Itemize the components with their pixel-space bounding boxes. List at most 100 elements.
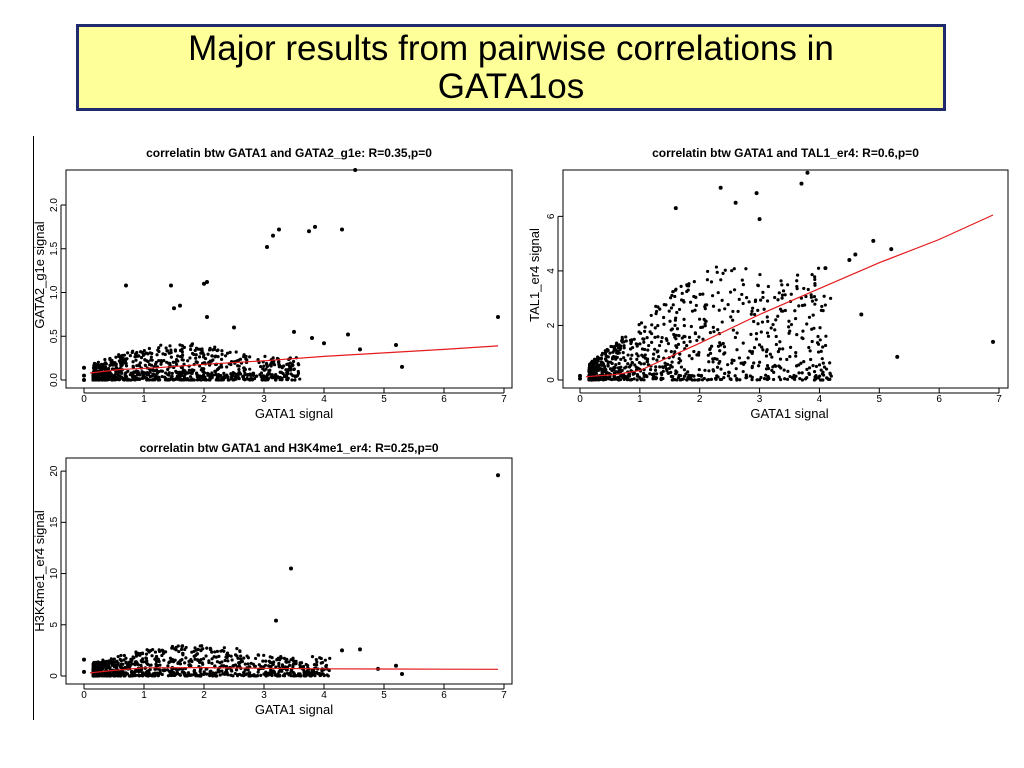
data-point	[776, 349, 780, 354]
data-point	[723, 307, 727, 311]
data-point	[170, 374, 174, 379]
data-point	[223, 658, 227, 663]
data-point	[243, 662, 247, 666]
data-point	[262, 374, 266, 378]
data-point	[637, 323, 641, 327]
data-point	[686, 288, 690, 292]
data-point	[613, 366, 617, 370]
data-point	[756, 364, 761, 368]
data-point	[789, 292, 793, 296]
data-point	[179, 647, 184, 652]
data-point	[154, 374, 158, 378]
data-point	[199, 377, 203, 381]
data-point	[648, 330, 652, 334]
data-point	[600, 367, 605, 371]
data-point	[205, 646, 209, 650]
data-point	[194, 356, 198, 360]
data-point	[202, 670, 206, 674]
data-point	[608, 351, 612, 355]
data-point	[670, 360, 674, 364]
data-point	[139, 356, 144, 360]
x-tick-label: 4	[321, 394, 327, 405]
data-point	[604, 349, 609, 354]
data-point	[655, 372, 659, 376]
data-point	[156, 377, 160, 381]
data-point	[289, 658, 293, 662]
data-point	[282, 374, 286, 379]
data-point	[812, 369, 817, 374]
data-point	[675, 370, 679, 374]
data-point	[617, 343, 621, 347]
data-point	[312, 671, 316, 675]
data-point	[235, 674, 240, 678]
data-point	[135, 350, 139, 355]
x-tick-label: 5	[381, 690, 387, 701]
data-point	[642, 340, 646, 344]
data-point	[92, 365, 96, 369]
data-point	[255, 374, 259, 378]
data-point	[165, 378, 169, 382]
y-tick-label: 0	[546, 377, 557, 383]
data-point	[895, 354, 900, 359]
data-point	[661, 376, 665, 381]
data-point	[729, 315, 733, 319]
data-point	[807, 366, 812, 370]
data-point	[790, 376, 795, 380]
data-point	[193, 657, 197, 661]
data-point	[811, 313, 815, 317]
data-point	[185, 674, 189, 678]
data-point	[889, 247, 894, 252]
data-point	[277, 227, 281, 232]
data-point	[307, 229, 311, 234]
data-point	[708, 351, 713, 355]
data-point	[136, 668, 140, 673]
data-point	[116, 654, 120, 659]
data-point	[153, 650, 158, 654]
data-point	[823, 303, 827, 307]
data-point	[219, 357, 224, 362]
data-point	[678, 352, 682, 356]
data-point	[192, 649, 196, 653]
data-point	[816, 334, 820, 339]
data-point	[172, 306, 176, 311]
data-point	[215, 660, 220, 664]
data-point	[158, 663, 162, 667]
data-point	[279, 654, 283, 659]
data-point	[800, 378, 805, 382]
data-point	[635, 373, 640, 377]
data-point	[264, 674, 268, 678]
data-point	[99, 667, 103, 671]
data-point	[214, 674, 218, 678]
data-point	[103, 357, 107, 362]
data-point	[242, 366, 246, 370]
data-point	[225, 651, 230, 655]
data-point	[225, 365, 229, 369]
data-point	[741, 301, 745, 306]
data-point	[238, 357, 243, 361]
data-point	[241, 375, 245, 379]
data-point	[745, 296, 749, 300]
data-point	[709, 377, 714, 381]
data-point	[294, 661, 298, 666]
data-point	[623, 358, 627, 363]
data-point	[218, 673, 222, 677]
data-point	[133, 374, 137, 379]
data-point	[588, 364, 592, 368]
data-point	[648, 368, 653, 372]
data-point	[281, 371, 285, 376]
data-point	[805, 170, 810, 175]
data-point	[119, 653, 123, 658]
data-point	[259, 375, 263, 379]
data-point	[705, 278, 710, 282]
data-point	[674, 316, 678, 320]
data-point	[171, 377, 175, 382]
data-point	[774, 318, 778, 322]
data-point	[733, 374, 737, 378]
data-point	[496, 473, 500, 478]
data-point	[123, 665, 127, 670]
data-point	[272, 375, 277, 379]
data-point	[400, 364, 404, 369]
data-point	[680, 291, 684, 295]
data-point	[82, 669, 86, 674]
data-point	[214, 378, 218, 382]
